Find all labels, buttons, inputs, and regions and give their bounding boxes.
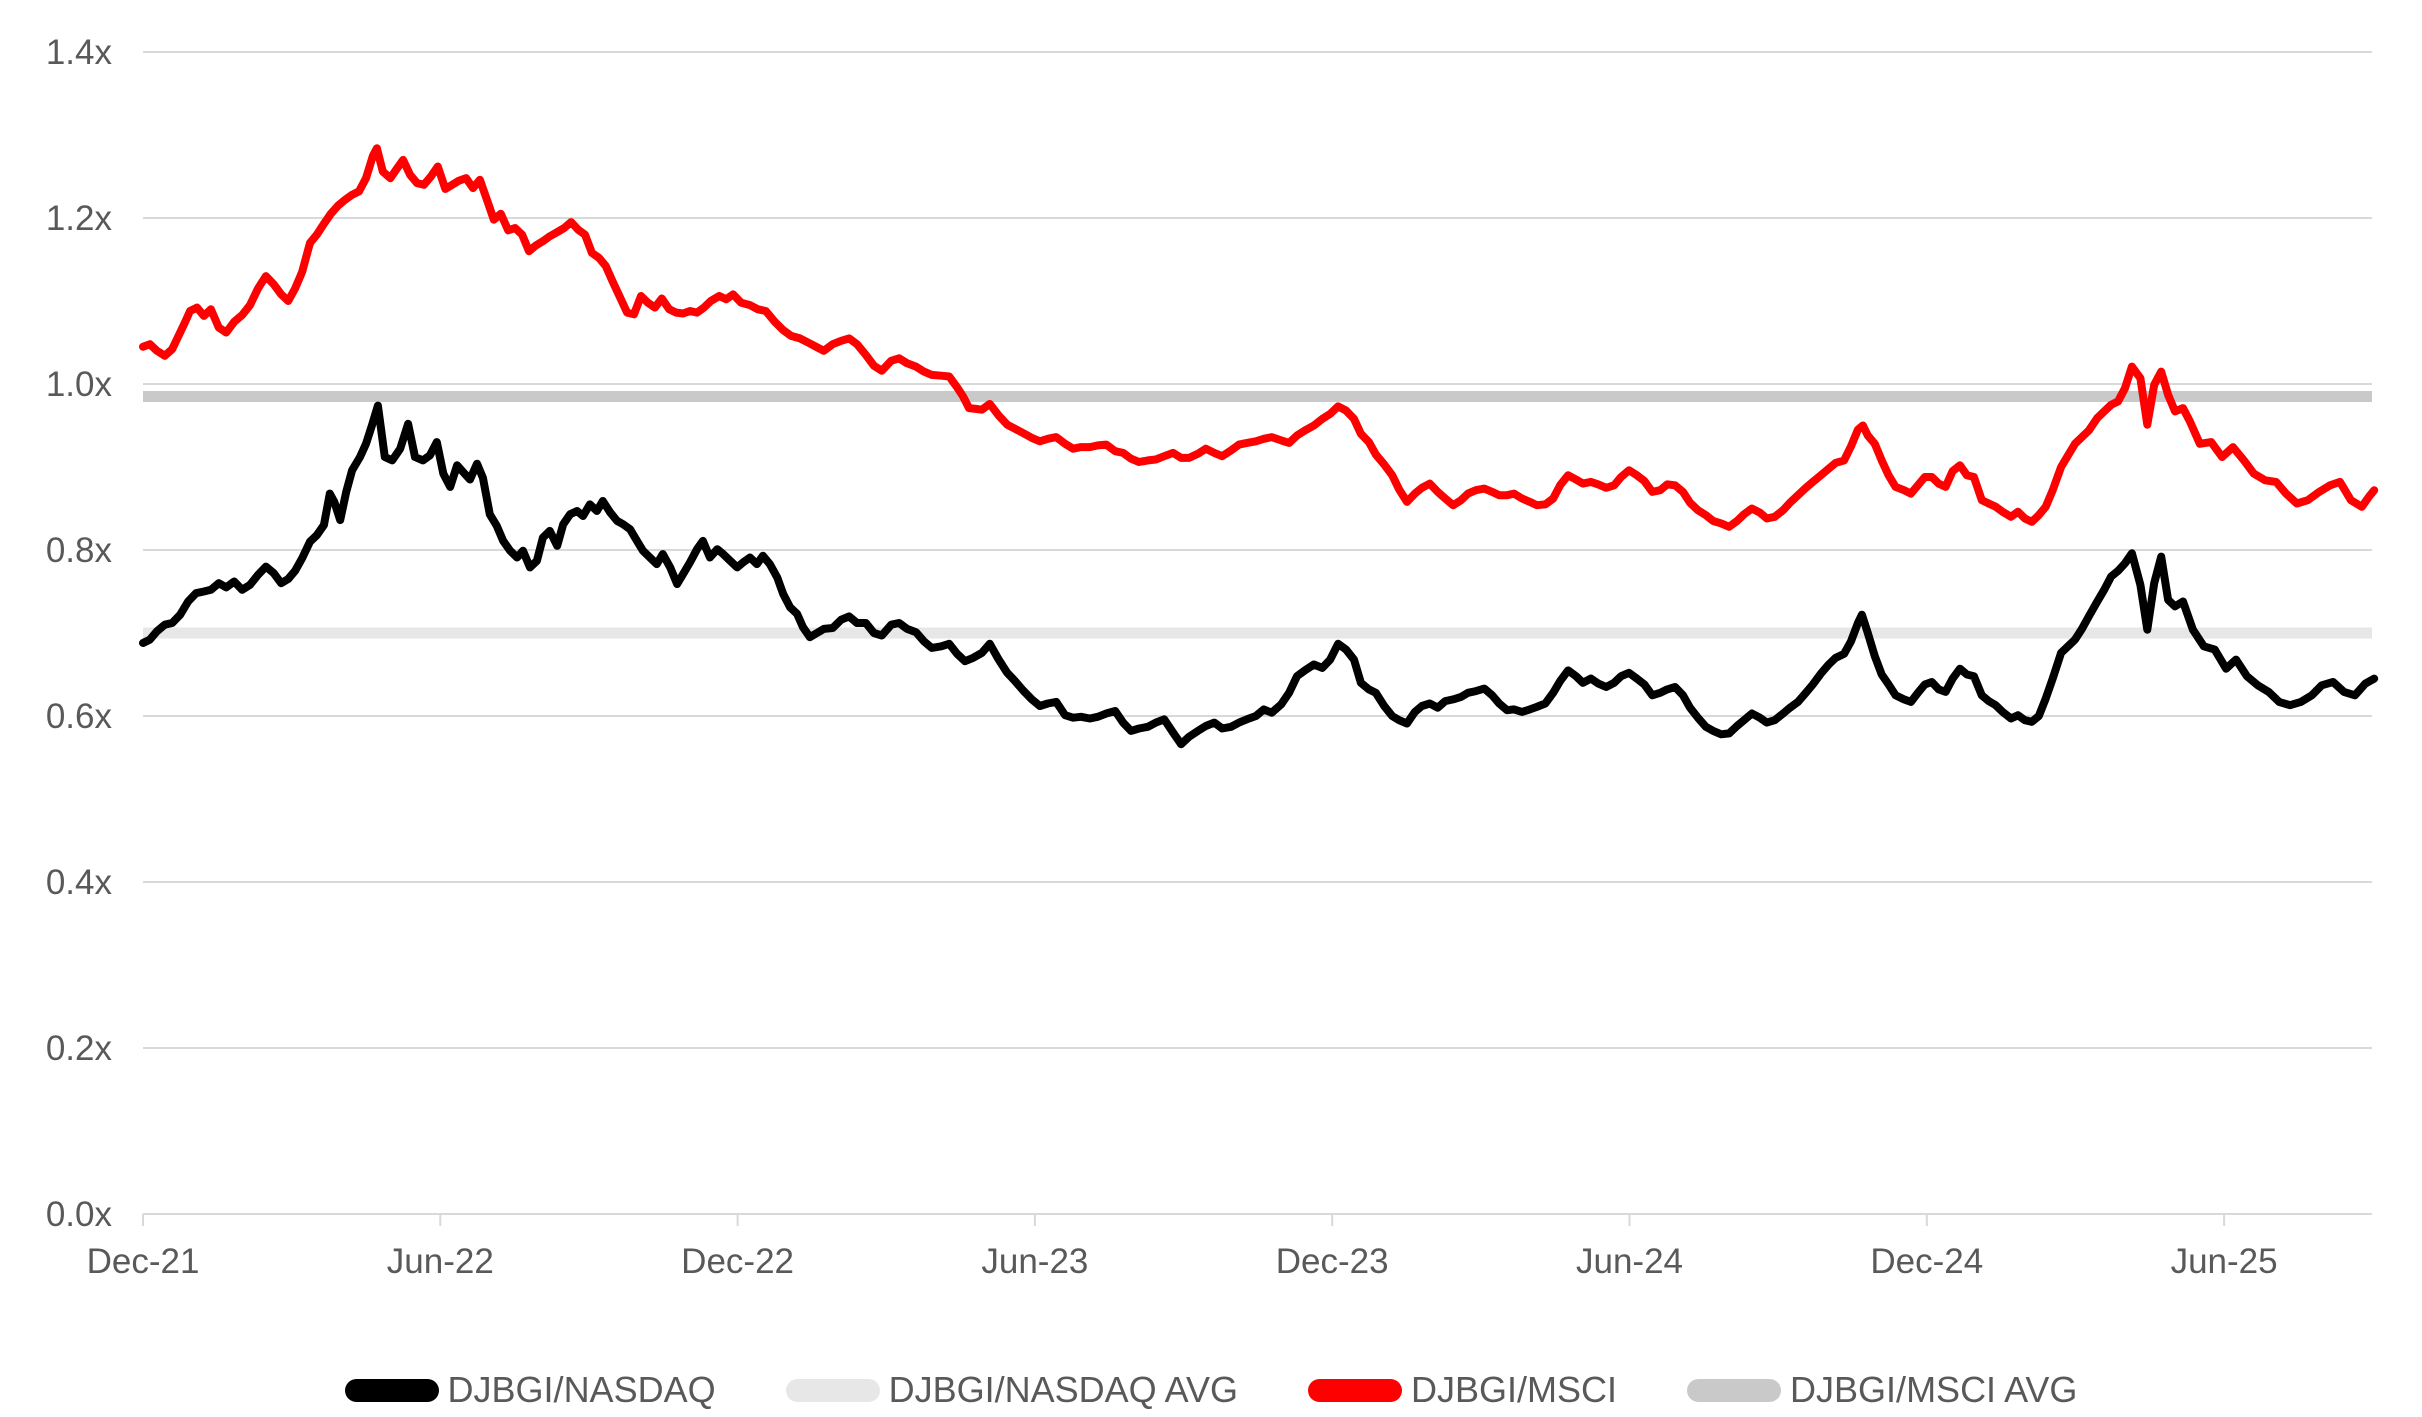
x-axis-label-Jun-24: Jun-24 [1576,1242,1683,1281]
legend-label-djbgi-nasdaq: DJBGI/NASDAQ [447,1369,716,1410]
x-axis-label-Dec-22: Dec-22 [681,1242,794,1281]
legend-swatch-djbgi-nasdaq [344,1378,439,1402]
y-axis-label-0.6x: 0.6x [46,697,113,736]
legend-swatch-djbgi-msci-avg [1687,1378,1782,1402]
x-axis-label-Dec-24: Dec-24 [1870,1242,1983,1281]
x-axis-label-Dec-21: Dec-21 [87,1242,200,1281]
legend-item-djbgi-msci: DJBGI/MSCI [1308,1369,1617,1411]
legend-label-djbgi-msci-avg: DJBGI/MSCI AVG [1790,1369,2078,1410]
legend-swatch-djbgi-msci [1308,1378,1403,1402]
y-axis-label-1.4x: 1.4x [46,33,113,72]
series-line-djbgi-nasdaq [139,401,2379,749]
legend-label-djbgi-nasdaq-avg: DJBGI/NASDAQ AVG [888,1369,1239,1410]
x-axis-label-Dec-23: Dec-23 [1276,1242,1389,1281]
y-axis-label-1.2x: 1.2x [46,199,113,238]
legend-swatch-djbgi-nasdaq-avg [785,1378,880,1402]
x-axis-label-Jun-25: Jun-25 [2171,1242,2278,1281]
legend-label-djbgi-msci: DJBGI/MSCI [1411,1369,1618,1410]
chart-legend: DJBGI/NASDAQ DJBGI/NASDAQ AVG DJBGI/MSCI DJ… [0,1358,2422,1417]
y-axis-label-1.0x: 1.0x [46,365,113,404]
y-axis-label-0.8x: 0.8x [46,531,113,570]
legend-item-djbgi-nasdaq: DJBGI/NASDAQ [344,1369,716,1411]
y-axis-label-0.0x: 0.0x [46,1195,113,1234]
x-axis-label-Jun-23: Jun-23 [981,1242,1088,1281]
series-line-djbgi-msci [139,144,2379,531]
legend-item-djbgi-msci-avg: DJBGI/MSCI AVG [1687,1369,2077,1411]
legend-item-djbgi-nasdaq-avg: DJBGI/NASDAQ AVG [785,1369,1239,1411]
x-axis-label-Jun-22: Jun-22 [387,1242,494,1281]
y-axis-label-0.4x: 0.4x [46,863,113,902]
y-axis-label-0.2x: 0.2x [46,1029,113,1068]
